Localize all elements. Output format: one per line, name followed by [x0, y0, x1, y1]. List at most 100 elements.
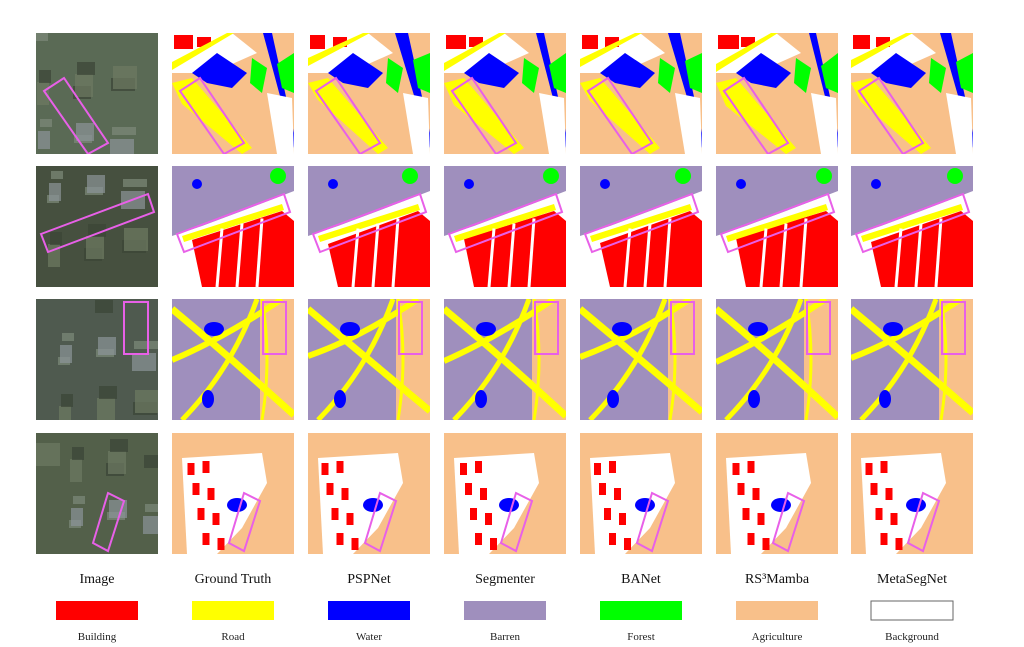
tile: [716, 166, 838, 287]
tile: [308, 33, 430, 154]
building: [875, 508, 883, 520]
tile: [36, 33, 158, 154]
barren: [172, 166, 294, 236]
box: [771, 491, 806, 553]
bldg: [333, 37, 347, 47]
road: [724, 299, 804, 420]
tile: [308, 166, 430, 287]
water: [328, 53, 383, 88]
road: [318, 204, 420, 242]
building: [207, 488, 215, 500]
photo-patch: [88, 224, 106, 237]
building: [885, 488, 893, 500]
road: [172, 78, 252, 154]
water: [612, 322, 632, 336]
box: [806, 301, 831, 355]
bg: [861, 453, 946, 554]
forest: [821, 53, 838, 93]
road: [588, 299, 668, 420]
legend-swatch: [192, 601, 274, 620]
photo-patch: [98, 337, 116, 355]
photo-patch: [87, 175, 105, 193]
legend-swatch: [464, 601, 546, 620]
bg: [580, 33, 665, 73]
bg: [851, 33, 936, 73]
gap: [391, 218, 400, 287]
building: [475, 533, 482, 545]
road: [726, 204, 828, 242]
forest: [794, 58, 811, 93]
box: [670, 301, 695, 355]
water: [736, 53, 791, 88]
road: [859, 299, 939, 420]
box: [722, 76, 790, 154]
building: [202, 461, 210, 473]
road: [851, 306, 973, 416]
box: [42, 76, 110, 154]
photo-patch: [51, 171, 63, 179]
forest: [947, 168, 963, 184]
photo-patch: [86, 236, 104, 259]
box: [178, 76, 246, 154]
road: [580, 33, 642, 67]
building: [460, 463, 467, 475]
water: [192, 179, 202, 189]
building: [321, 463, 329, 475]
gap: [255, 218, 264, 287]
water: [464, 179, 474, 189]
tile: [851, 433, 973, 554]
water: [192, 53, 247, 88]
photo-patch: [36, 443, 60, 466]
road: [716, 33, 778, 72]
building: [880, 533, 888, 545]
tile: [444, 166, 566, 287]
box: [586, 76, 654, 154]
road: [444, 78, 524, 154]
gap: [527, 218, 536, 287]
box: [91, 491, 126, 553]
photo-patch: [38, 131, 50, 149]
tile: [172, 166, 294, 287]
tile: [444, 299, 566, 420]
forest: [270, 168, 286, 184]
photo-patch: [75, 74, 93, 97]
water: [475, 390, 487, 408]
building: [192, 483, 200, 495]
photo-patch: [108, 451, 126, 474]
box: [311, 192, 428, 254]
water: [748, 390, 760, 408]
building: [737, 483, 745, 495]
road: [580, 306, 702, 415]
barren: [716, 166, 838, 236]
building: [599, 483, 606, 495]
water: [476, 322, 496, 336]
photo-patch: [77, 62, 95, 75]
road: [172, 299, 284, 363]
bg: [454, 453, 539, 554]
box: [719, 192, 836, 254]
road: [452, 299, 532, 420]
photo-patch: [110, 439, 128, 452]
photo-patch: [37, 82, 49, 105]
forest: [956, 53, 973, 93]
column-header: BANet: [621, 572, 661, 587]
building: [619, 513, 626, 525]
gap: [914, 223, 923, 287]
building: [757, 513, 765, 525]
photo-patch: [135, 390, 158, 413]
road: [716, 299, 828, 365]
tile: [851, 33, 973, 154]
water: [607, 390, 619, 408]
photo-patch: [61, 394, 73, 407]
photo-patch: [134, 341, 158, 349]
road: [308, 299, 420, 359]
tile: [308, 433, 430, 554]
building: [880, 461, 888, 473]
water: [883, 322, 903, 336]
column-header: Image: [80, 572, 115, 587]
building: [865, 463, 873, 475]
box: [906, 491, 941, 553]
road: [316, 299, 396, 420]
column-header: Segmenter: [475, 572, 535, 587]
tile: [444, 433, 566, 554]
